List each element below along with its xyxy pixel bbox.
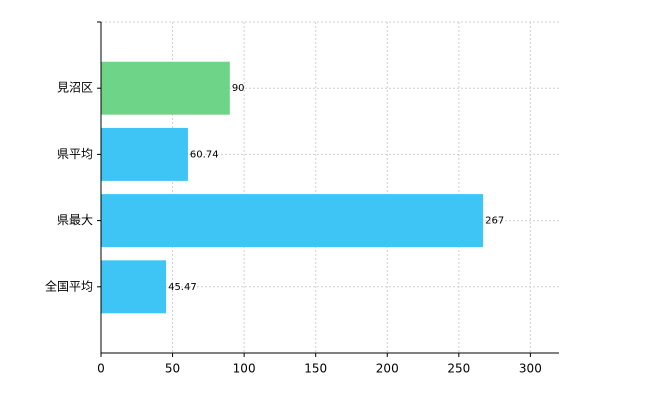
- x-tick-label: 200: [376, 362, 399, 376]
- value-label: 45.47: [168, 282, 197, 293]
- bar: [101, 260, 167, 314]
- x-tick-label: 300: [519, 362, 542, 376]
- y-tick-label: 県平均: [57, 147, 93, 161]
- x-tick-label: 50: [165, 362, 180, 376]
- value-label: 267: [485, 216, 504, 227]
- y-tick-label: 県最大: [57, 213, 93, 227]
- value-label: 60.74: [190, 149, 219, 160]
- bar: [101, 127, 188, 181]
- x-tick-label: 100: [233, 362, 256, 376]
- bar: [101, 194, 484, 248]
- x-tick-label: 250: [447, 362, 470, 376]
- x-tick-label: 150: [304, 362, 327, 376]
- y-tick-label: 見沼区: [57, 81, 93, 95]
- bar: [101, 61, 230, 115]
- value-label: 90: [232, 83, 245, 94]
- x-tick-label: 0: [97, 362, 105, 376]
- y-tick-label: 全国平均: [45, 278, 93, 293]
